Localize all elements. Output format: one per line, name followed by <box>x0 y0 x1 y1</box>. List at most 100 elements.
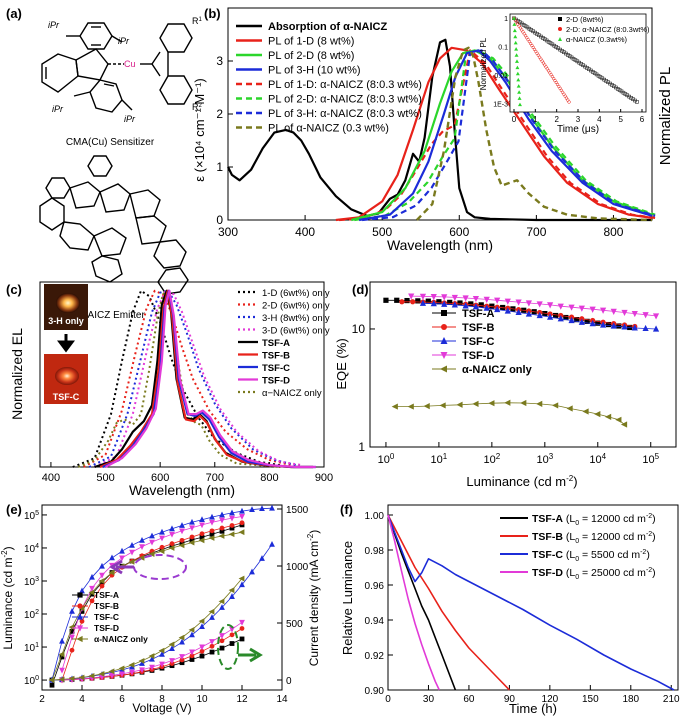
inset-y-tick-label: 1E-3 <box>493 101 508 108</box>
current-point <box>169 658 175 664</box>
luminance-point <box>228 531 235 538</box>
panel-e: (e) 2 4 6 8 10 12 14 100 101 102 103 104 105 0 500 1000… <box>0 502 321 715</box>
x-tick-label: 6 <box>119 694 125 705</box>
current-point <box>219 633 225 639</box>
current-point <box>158 647 165 654</box>
y-tick-label: 1 <box>216 160 223 174</box>
luminance-point <box>209 528 215 534</box>
data-point <box>536 311 543 319</box>
current-point <box>159 661 165 668</box>
current-point <box>139 667 145 674</box>
data-point <box>494 297 501 304</box>
luminance-point <box>269 504 275 511</box>
legend-label: PL of 2-D: α-NAICZ (8:0.3 wt%) <box>268 94 422 106</box>
photo-tsfc-label: TSF-C <box>53 392 80 402</box>
inset-x-tick-label: 0 <box>512 115 517 124</box>
naicz-structure <box>39 155 189 295</box>
legend-label: TSF-C <box>262 363 290 374</box>
panel-e-label: (e) <box>6 502 22 517</box>
inset-legend-marker <box>558 37 562 41</box>
legend-label: 1-D (6wt%) only <box>262 288 330 299</box>
luminance-point <box>69 647 75 653</box>
x-tick-label: 12 <box>236 694 248 705</box>
device-photos: 3-H only TSF-C <box>44 284 88 404</box>
panel-d-legend: TSF-A TSF-B TSF-C TSF-D α-NAICZ only <box>432 308 533 376</box>
r2-label: R2 <box>192 102 203 112</box>
inset-marker-naicz <box>514 59 519 63</box>
current-group-ellipse <box>217 624 239 670</box>
current-point <box>48 677 55 683</box>
data-point <box>391 403 398 410</box>
inset-x-tick-label: 1 <box>533 115 538 124</box>
luminance-point <box>179 537 185 543</box>
series-line <box>387 514 510 691</box>
inset-x-tick-label: 4 <box>597 115 602 124</box>
legend-label: TSF-A <box>94 590 119 600</box>
y-tick-label: 0 <box>216 213 223 227</box>
data-point <box>652 313 660 320</box>
inset-legend-marker <box>558 27 562 31</box>
inset-marker-naicz <box>514 47 519 51</box>
luminance-point <box>199 534 205 540</box>
data-point <box>441 300 448 307</box>
panel-f-axes: 0 30 60 90 120 150 180 210 0.90 0.92 0.94 0.96 0.98 1… <box>365 511 681 705</box>
luminance-point <box>59 667 65 674</box>
data-point <box>488 400 495 407</box>
panel-b-label: (b) <box>204 6 221 21</box>
data-point <box>566 405 573 412</box>
current-point <box>169 645 175 652</box>
inset-marker-2d <box>635 100 639 104</box>
x-tick-label: 150 <box>582 694 599 705</box>
luminance-point <box>69 634 75 641</box>
luminance-point <box>79 587 85 594</box>
inset-marker-naicz <box>517 96 522 100</box>
current-point <box>189 649 195 656</box>
current-point <box>198 618 205 625</box>
x-tick-label: 102 <box>484 452 501 466</box>
data-point <box>578 305 585 312</box>
x-tick-label: 10 <box>196 694 208 705</box>
legend-label: TSF-D <box>94 623 119 633</box>
data-point <box>553 312 559 319</box>
legend-label: TSF-D (L0 = 25000 cd m-2) <box>532 567 656 581</box>
current-point <box>199 653 205 659</box>
data-point <box>547 313 554 320</box>
legend-label: TSF-C <box>94 612 119 622</box>
current-point <box>269 540 275 547</box>
luminance-point <box>208 535 215 541</box>
data-point <box>578 318 585 325</box>
data-point <box>515 308 522 316</box>
data-point <box>595 320 601 326</box>
inset-marker-naicz <box>517 90 522 94</box>
data-point <box>439 402 446 409</box>
legend-label: PL of 3-H (10 wt%) <box>268 65 361 77</box>
inset-legend-marker <box>558 17 562 21</box>
luminance-point <box>219 528 225 534</box>
x-tick-label: 120 <box>542 694 559 705</box>
x-tick-label: 14 <box>276 694 288 705</box>
legend-label: TSF-B <box>262 351 290 362</box>
data-point <box>631 324 638 331</box>
current-point <box>249 568 255 575</box>
luminance-point <box>199 531 205 537</box>
luminance-point <box>79 618 85 624</box>
panel-f-legend: TSF-A (L0 = 12000 cd m-2) TSF-B (L0 = 120… <box>500 513 656 581</box>
luminance-point <box>68 624 75 631</box>
y-tick-label: 103 <box>24 576 39 588</box>
current-point <box>119 671 125 678</box>
data-point <box>399 299 405 305</box>
current-point <box>189 653 195 659</box>
legend-label: 3-H (8wt%) only <box>262 313 330 324</box>
x-tick-label: 400 <box>295 225 315 239</box>
panel-c-frame <box>39 281 325 468</box>
luminance-point <box>179 528 185 535</box>
data-point <box>589 320 596 327</box>
series-line <box>88 289 297 468</box>
luminance-point <box>89 598 95 604</box>
luminance-point <box>69 607 75 614</box>
legend-marker <box>440 337 448 344</box>
cma-cu-structure <box>41 22 193 113</box>
luminance-point <box>169 531 175 538</box>
legend-marker <box>76 635 83 643</box>
data-point <box>520 399 527 407</box>
